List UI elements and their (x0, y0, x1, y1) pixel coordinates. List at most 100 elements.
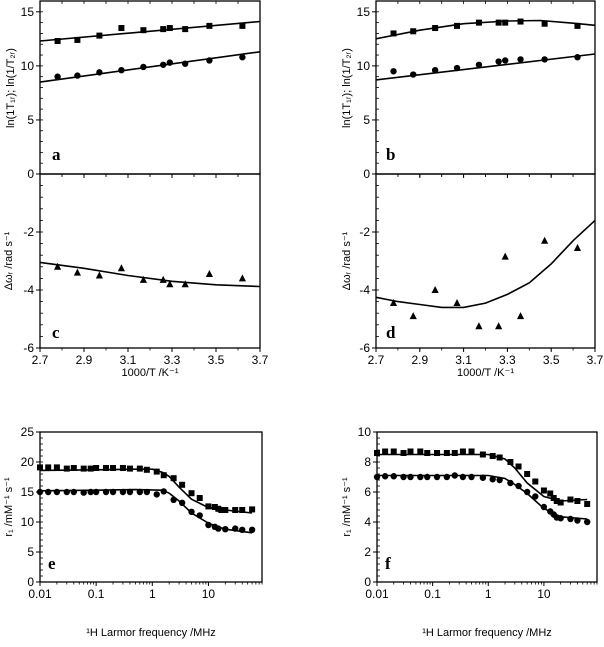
data-point-square (515, 463, 522, 470)
data-point-circle (400, 473, 407, 481)
data-point-circle (96, 69, 103, 76)
x-tick-label: 3.7 (252, 353, 269, 367)
data-point-square (374, 450, 380, 456)
data-point-circle (502, 57, 509, 64)
data-point-circle (196, 512, 203, 519)
data-point-circle (239, 526, 246, 533)
data-point-square (454, 22, 461, 29)
data-point-circle (431, 67, 439, 74)
data-point-circle (373, 473, 381, 481)
data-point-circle (232, 525, 239, 532)
data-point-circle (170, 496, 177, 503)
x-axis-label: 1000/T /K⁻¹ (122, 367, 179, 379)
data-point-circle (584, 518, 591, 526)
data-point-square (390, 448, 397, 455)
fit-line-circle (39, 51, 261, 83)
data-point-square (557, 499, 564, 506)
data-point-square (140, 27, 147, 34)
data-point-circle (433, 473, 441, 481)
fit-line-triangle (39, 261, 261, 288)
data-point-circle (453, 64, 461, 72)
data-point-square (153, 468, 160, 475)
data-point-square (215, 505, 222, 512)
data-point-triangle (516, 312, 525, 320)
data-point-circle (541, 56, 548, 63)
data-point-triangle (73, 268, 81, 276)
data-point-square (468, 448, 475, 455)
data-point-square (211, 504, 218, 510)
data-point-square (532, 478, 539, 485)
data-point-circle (102, 488, 110, 496)
data-point-square (475, 19, 482, 26)
data-point-circle (489, 476, 496, 483)
data-point-circle (468, 473, 475, 481)
x-tick-label: 1 (149, 587, 156, 601)
x-tick-label: 0.01 (365, 587, 389, 601)
data-point-square (574, 498, 581, 504)
x-tick-label: 3.1 (120, 353, 137, 367)
data-point-square (407, 448, 414, 455)
data-point-circle (540, 503, 548, 511)
data-point-circle (143, 488, 151, 496)
y-axis-label: r₁ /mM⁻¹ s⁻¹ (341, 477, 353, 537)
data-point-triangle (205, 270, 213, 278)
data-point-square (524, 471, 531, 477)
plot-frame-e (39, 431, 263, 583)
data-point-circle (451, 472, 458, 479)
data-point-square (550, 495, 557, 501)
y-tick-label: -6 (23, 341, 34, 355)
data-point-square (459, 448, 466, 455)
data-point-square (222, 507, 229, 513)
fit-line-circle (375, 53, 596, 81)
data-point-square (424, 450, 431, 456)
data-point-triangle (475, 322, 483, 330)
data-point-square (495, 19, 502, 26)
data-point-circle (126, 488, 134, 496)
data-point-triangle (54, 262, 62, 270)
data-point-square (553, 498, 560, 504)
x-tick-label: 0.1 (88, 587, 105, 601)
data-point-circle (119, 488, 127, 496)
data-point-square (517, 18, 524, 25)
y-tick-label: 8 (364, 455, 371, 469)
y-tick-label: 6 (364, 485, 371, 499)
data-point-triangle (573, 243, 582, 251)
data-point-square (206, 22, 213, 29)
panel-letter: c (52, 323, 60, 342)
data-point-circle (507, 479, 514, 487)
data-point-square (249, 506, 256, 513)
data-point-circle (496, 476, 503, 484)
y-axis-label: Δωᵣ /rad s⁻¹ (3, 231, 15, 290)
y-tick-label: 20 (21, 455, 35, 469)
fit-line-square (39, 20, 261, 42)
y-tick-label: 5 (363, 113, 370, 127)
data-point-square (170, 475, 177, 482)
data-point-circle (567, 515, 574, 523)
y-tick-label: -2 (23, 225, 34, 239)
data-point-square (496, 454, 503, 461)
x-tick-label: 3.3 (499, 353, 516, 367)
data-point-square (507, 459, 514, 465)
data-point-square (417, 448, 424, 455)
x-tick-label: 3.5 (208, 353, 225, 367)
y-tick-label: -2 (359, 225, 370, 239)
data-point-triangle (453, 299, 461, 307)
data-point-circle (515, 482, 522, 490)
y-tick-label: 0 (27, 167, 34, 181)
data-point-circle (495, 58, 502, 65)
x-tick-label: 3.5 (543, 353, 560, 367)
data-point-square (74, 36, 81, 43)
data-point-circle (517, 56, 524, 63)
data-point-square (45, 464, 52, 471)
data-point-circle (248, 526, 256, 533)
data-point-triangle (238, 274, 246, 282)
data-point-square (136, 465, 143, 472)
data-point-circle (80, 489, 87, 496)
data-point-circle (188, 508, 195, 515)
data-point-circle (479, 474, 487, 481)
data-point-circle (417, 473, 424, 481)
y-axis-label: Δωᵣ /rad s⁻¹ (341, 231, 353, 290)
data-point-circle (63, 488, 70, 496)
plot-frame-a (39, 0, 261, 175)
